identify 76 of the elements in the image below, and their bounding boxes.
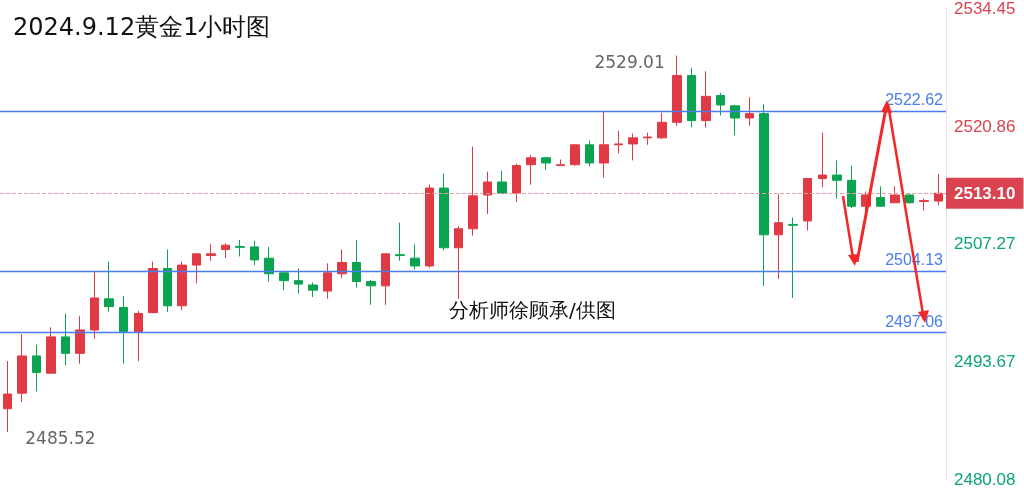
candlestick bbox=[337, 249, 347, 279]
candlestick bbox=[657, 112, 667, 140]
candlestick bbox=[192, 253, 201, 284]
candlestick bbox=[890, 185, 900, 204]
candlestick bbox=[134, 310, 143, 362]
y-tick-label: 2507.27 bbox=[954, 234, 1016, 254]
candlestick bbox=[308, 281, 318, 298]
candlestick bbox=[46, 326, 56, 374]
candlestick bbox=[439, 172, 449, 251]
candlestick bbox=[526, 154, 536, 186]
candlestick bbox=[235, 239, 245, 257]
candlestick bbox=[788, 216, 798, 299]
candlestick bbox=[279, 271, 289, 291]
candlestick bbox=[206, 243, 216, 262]
candlestick bbox=[832, 159, 842, 199]
candlestick bbox=[774, 193, 783, 280]
y-tick-label: 2534.45 bbox=[954, 0, 1016, 18]
candlestick bbox=[104, 261, 114, 313]
candlestick bbox=[352, 239, 361, 289]
candlestick bbox=[512, 163, 521, 203]
candlestick bbox=[454, 225, 463, 300]
candlestick bbox=[483, 171, 492, 215]
candlestick bbox=[323, 262, 332, 300]
candlestick bbox=[3, 360, 12, 433]
annotation: 2485.52 bbox=[25, 427, 96, 448]
candlestick bbox=[541, 156, 551, 171]
annotation: 2529.01 bbox=[594, 51, 665, 72]
y-tick-label: 2493.67 bbox=[954, 351, 1016, 371]
candlestick bbox=[759, 103, 769, 287]
candlestick bbox=[410, 243, 420, 270]
ref-line-label: 2522.62 bbox=[885, 91, 944, 109]
candlestick bbox=[468, 146, 478, 237]
candlestick bbox=[628, 133, 638, 161]
candlestick bbox=[599, 111, 609, 179]
chart-title: 2024.9.12黄金1小时图 bbox=[13, 13, 271, 41]
candlestick bbox=[643, 132, 652, 146]
candlestick bbox=[75, 315, 85, 365]
candlestick bbox=[614, 130, 623, 154]
candlestick bbox=[672, 55, 682, 127]
candlestick bbox=[17, 333, 27, 403]
candlestick bbox=[919, 197, 929, 212]
candlestick bbox=[395, 222, 405, 262]
candlestick bbox=[876, 185, 885, 207]
candlestick bbox=[905, 192, 914, 205]
candlestick bbox=[90, 270, 99, 340]
candlestick bbox=[570, 144, 580, 167]
candlestick bbox=[803, 178, 812, 231]
candlestick bbox=[381, 253, 390, 306]
candlestick bbox=[250, 240, 259, 266]
candlestick bbox=[163, 249, 172, 313]
candlestick bbox=[556, 159, 565, 167]
annotation: 分析师徐顾承/供图 bbox=[449, 298, 616, 322]
candlestick bbox=[366, 279, 376, 306]
candlestick bbox=[701, 70, 711, 128]
candlestick bbox=[32, 344, 41, 392]
candlestick bbox=[818, 132, 827, 188]
y-tick-label: 2480.08 bbox=[954, 469, 1016, 489]
candlestick bbox=[934, 173, 943, 206]
candlestick bbox=[119, 295, 128, 365]
candlestick bbox=[745, 96, 754, 127]
candlestick bbox=[425, 184, 434, 269]
candlestick bbox=[497, 170, 507, 195]
candlestick bbox=[221, 242, 230, 259]
ref-line-label: 2497.06 bbox=[885, 312, 944, 330]
candlestick bbox=[716, 92, 725, 116]
candlestick bbox=[177, 261, 187, 311]
y-tick-label: 2520.86 bbox=[954, 116, 1016, 136]
candlestick bbox=[294, 268, 303, 295]
candlestick bbox=[61, 313, 70, 366]
ref-line-label: 2513.10 bbox=[954, 183, 1016, 203]
candlestick bbox=[687, 67, 696, 128]
candlestick bbox=[730, 104, 740, 136]
candlestick bbox=[585, 139, 594, 167]
candlestick bbox=[264, 246, 274, 283]
candlestick bbox=[148, 261, 158, 314]
candlestick bbox=[847, 165, 856, 209]
